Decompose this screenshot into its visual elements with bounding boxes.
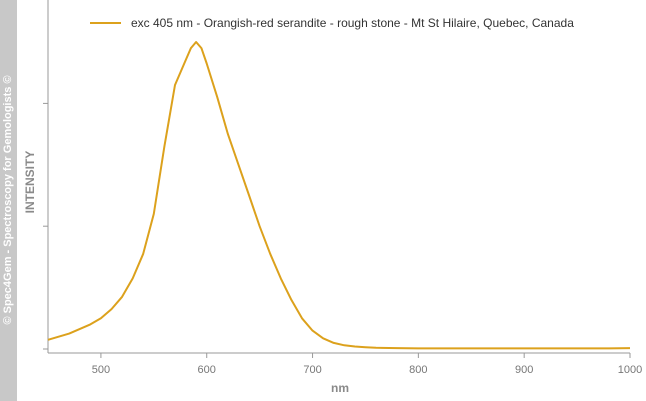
y-ticks: [43, 102, 48, 350]
legend-label: exc 405 nm - Orangish-red serandite - ro…: [131, 16, 574, 30]
x-tick-label: 1000: [618, 364, 642, 376]
x-tick-label: 500: [92, 364, 110, 376]
y-axis-title: INTENSITY: [23, 151, 37, 214]
x-tick-label: 700: [303, 364, 321, 376]
x-tick-label: 600: [198, 364, 216, 376]
series-line: [47, 41, 631, 350]
x-tick-label: 900: [515, 364, 533, 376]
legend: exc 405 nm - Orangish-red serandite - ro…: [90, 16, 574, 30]
x-tick-label: 800: [409, 364, 427, 376]
x-ticks: 500 600 700 800 900 1000: [92, 353, 642, 376]
watermark-band: © Spec4Gem - Spectroscopy for Gemologist…: [0, 0, 17, 401]
x-axis-title: nm: [331, 381, 349, 395]
